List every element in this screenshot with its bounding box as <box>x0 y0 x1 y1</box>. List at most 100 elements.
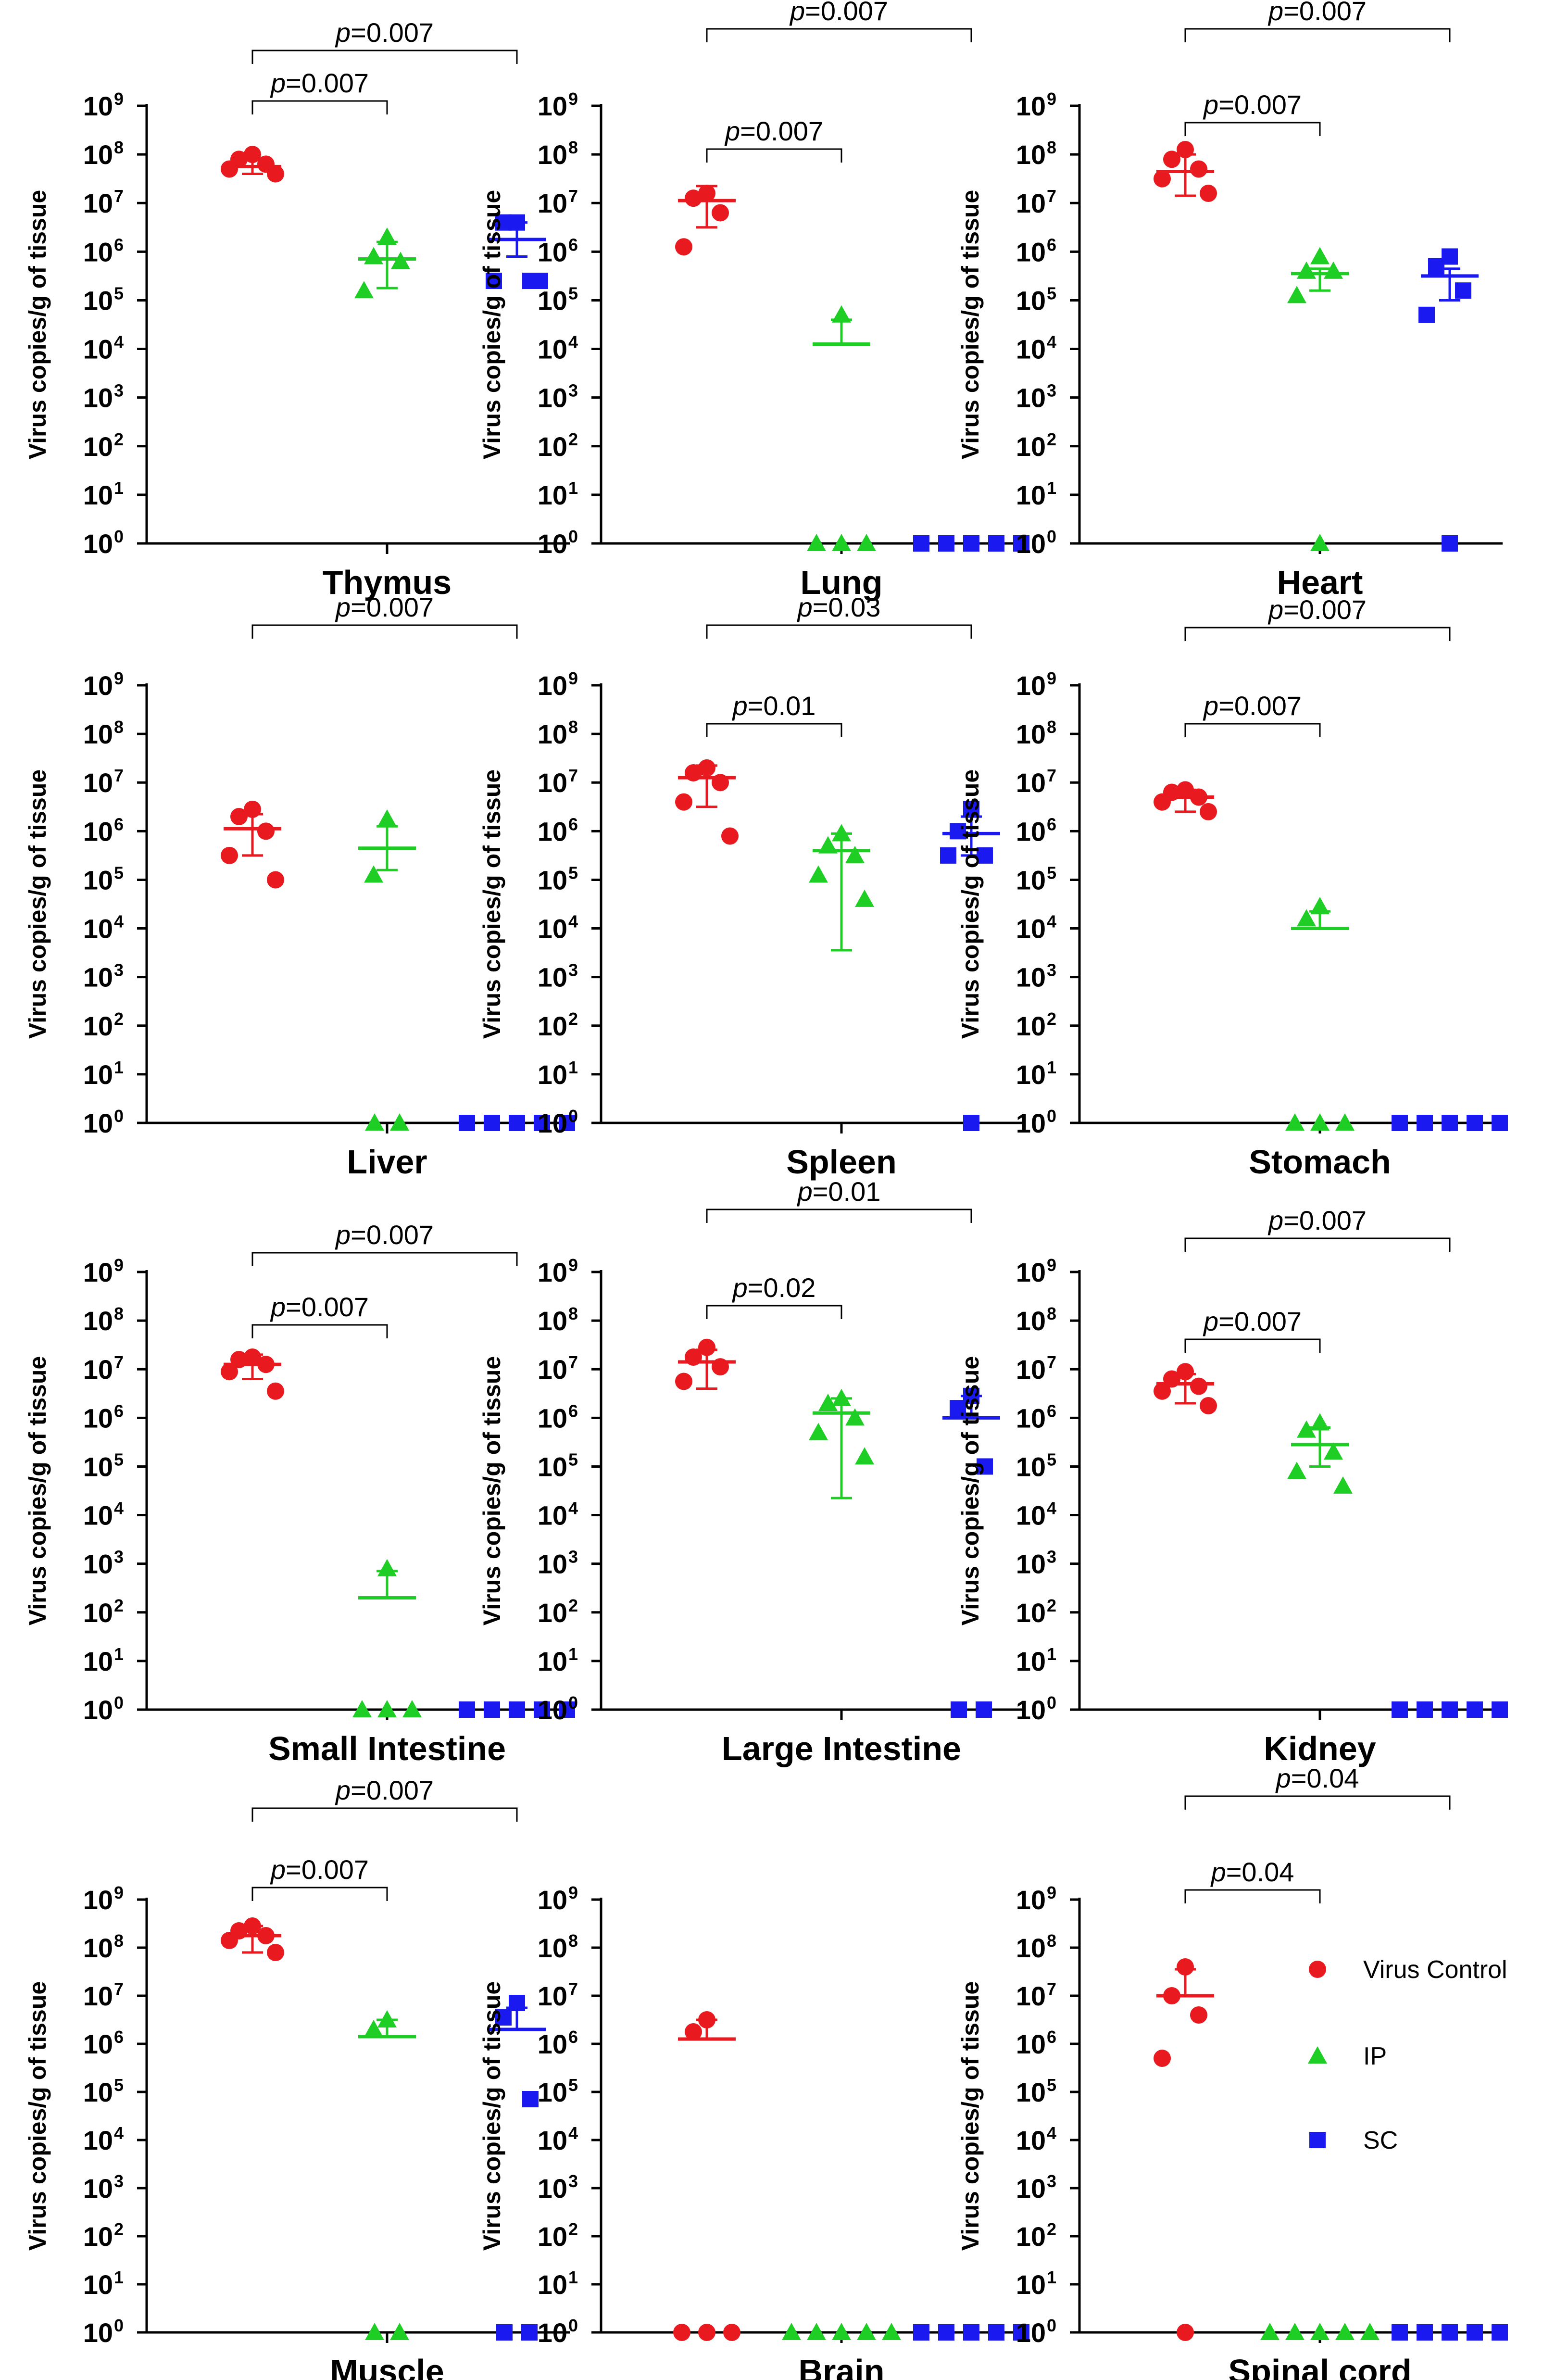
panel-thymus-sc-point <box>486 273 502 289</box>
panel-liver-y-tick-label: 10 <box>83 768 113 798</box>
panel-brain-y-tick-label: 10 <box>538 2029 567 2059</box>
panel-thymus-y-tick-label: 10 <box>83 285 113 315</box>
panel-kidney-virus-control-point <box>1177 1363 1194 1381</box>
panel-kidney-sc-point <box>1492 1701 1508 1718</box>
panel-liver-virus-control-point <box>257 822 275 840</box>
panel-large-intestine-sc-point <box>977 1458 993 1475</box>
panel-spinal-cord-ip-point <box>1310 2323 1330 2340</box>
panel-lung-p-text: =0.007 <box>740 116 823 146</box>
panel-muscle-y-tick-exponent: 4 <box>114 2123 124 2143</box>
panel-lung-y-tick-exponent: 2 <box>568 429 578 449</box>
panel-spinal-cord-ip-point <box>1260 2323 1280 2340</box>
panel-muscle-y-tick-label: 10 <box>83 2173 113 2204</box>
panel-stomach-y-tick-exponent: 2 <box>1047 1009 1056 1029</box>
panel-stomach-p-text: =0.007 <box>1283 594 1367 625</box>
panel-lung-y-tick-label: 10 <box>538 480 567 510</box>
panel-small-intestine-virus-control-point <box>267 1382 284 1400</box>
panel-thymus-y-tick-exponent: 2 <box>114 429 124 449</box>
panel-liver-comparison-bracket <box>251 624 518 639</box>
panel-large-intestine-x-title: Large Intestine <box>722 1730 961 1767</box>
panel-spinal-cord-p-text: =0.04 <box>1226 1857 1294 1887</box>
panel-muscle-ip-point <box>365 2323 384 2340</box>
panel-stomach-y-tick-label: 10 <box>1016 670 1046 701</box>
panel-heart-y-tick-exponent: 9 <box>1047 89 1056 109</box>
panel-spleen-y-tick-label: 10 <box>538 865 567 895</box>
panel-thymus-y-tick-label: 10 <box>83 237 113 267</box>
panel-liver-y-tick-exponent: 8 <box>114 717 124 737</box>
panel-brain-sc-point <box>913 2324 929 2341</box>
panel-brain-ip-point <box>832 2323 851 2340</box>
panel-kidney-sc-point <box>1467 1701 1483 1718</box>
panel-muscle-y-tick-exponent: 8 <box>114 1931 124 1951</box>
panel-stomach-y-tick-label: 10 <box>1016 962 1046 993</box>
panel-spinal-cord-sc-point <box>1492 2324 1508 2341</box>
panel-large-intestine-y-tick-label: 10 <box>538 1646 567 1676</box>
panel-liver-y-tick-exponent: 2 <box>114 1009 124 1029</box>
panel-liver-y-tick-label: 10 <box>83 1059 113 1090</box>
panel-stomach-sc-point <box>1417 1115 1433 1131</box>
panel-brain-sc-point <box>1013 2324 1029 2341</box>
panel-muscle-comparison-bracket <box>251 1887 388 1901</box>
panel-heart-x-title: Heart <box>1277 564 1363 601</box>
panel-small-intestine-sc-point <box>459 1701 475 1718</box>
panel-kidney-y-tick-label: 10 <box>1016 1403 1046 1433</box>
panel-small-intestine-y-tick-label: 10 <box>83 1354 113 1385</box>
panel-small-intestine-comparison-bracket <box>251 1252 518 1266</box>
panel-muscle-sc-point <box>521 2324 538 2341</box>
panel-small-intestine-y-tick-exponent: 5 <box>114 1449 124 1469</box>
panel-muscle-comparison-bracket <box>251 1807 518 1822</box>
panel-large-intestine-comparison-bracket <box>706 1305 842 1319</box>
panel-stomach-y-label: Virus copies/g of tissue <box>957 769 984 1039</box>
panel-spinal-cord-comparison-bracket <box>1184 1889 1321 1903</box>
panel-large-intestine-y-tick-label: 10 <box>538 1500 567 1531</box>
panel-stomach-y-tick-exponent: 0 <box>1047 1106 1056 1126</box>
panel-heart-comparison-bracket <box>1184 28 1451 42</box>
panel-muscle-p-text: =0.007 <box>351 1775 434 1805</box>
panel-spinal-cord-y-tick-exponent: 6 <box>1047 2027 1056 2047</box>
panel-spleen-p-text: =0.03 <box>813 592 881 622</box>
panel-stomach-y-tick-exponent: 8 <box>1047 717 1056 737</box>
panel-brain-y-tick-label: 10 <box>538 2077 567 2107</box>
panel-stomach-sc-point <box>1467 1115 1483 1131</box>
panel-kidney-p-text: =0.007 <box>1283 1205 1367 1235</box>
panel-thymus-y-tick-label: 10 <box>83 383 113 413</box>
panel-muscle-y-tick-exponent: 7 <box>114 1979 124 1999</box>
panel-large-intestine-y-tick-label: 10 <box>538 1549 567 1579</box>
panel-stomach-sc-point <box>1492 1115 1508 1131</box>
panel-stomach-sc-point <box>1442 1115 1458 1131</box>
panel-spleen-y-tick-exponent: 6 <box>568 814 578 834</box>
panel-brain-virus-control-point <box>698 2324 715 2341</box>
panel-stomach-virus-control-point <box>1177 781 1194 799</box>
panel-lung-sc-point <box>963 535 979 552</box>
panel-thymus-y-tick-exponent: 9 <box>114 89 124 109</box>
panel-kidney-y-tick-exponent: 6 <box>1047 1401 1056 1421</box>
panel-stomach-ip-point <box>1310 1113 1330 1131</box>
panel-spinal-cord-y-tick-label: 10 <box>1016 2125 1046 2155</box>
panel-small-intestine-y-tick-exponent: 6 <box>114 1401 124 1421</box>
panel-heart-y-tick-label: 10 <box>1016 334 1046 365</box>
panel-heart-y-tick-label: 10 <box>1016 237 1046 267</box>
panel-stomach-y-tick-label: 10 <box>1016 1059 1046 1090</box>
panel-lung-y-tick-exponent: 9 <box>568 89 578 109</box>
panel-kidney-y-tick-exponent: 1 <box>1047 1644 1056 1664</box>
panel-lung-virus-control-point <box>685 189 702 207</box>
panel-heart-virus-control-point <box>1177 141 1194 158</box>
panel-thymus-y-tick-label: 10 <box>83 91 113 121</box>
panel-liver-y-tick-exponent: 4 <box>114 912 124 932</box>
panel-brain-y-tick-exponent: 9 <box>568 1883 578 1902</box>
panel-liver-y-tick-label: 10 <box>83 962 113 993</box>
panel-small-intestine-ip-point <box>377 1559 397 1576</box>
panel-large-intestine-ip-point <box>832 1388 851 1406</box>
panel-lung-y-tick-exponent: 0 <box>568 527 578 546</box>
panel-small-intestine-y-tick-label: 10 <box>83 1598 113 1628</box>
panel-spleen-ip-point <box>832 824 851 842</box>
panel-stomach-y-tick-exponent: 9 <box>1047 668 1056 688</box>
panel-kidney-y-tick-exponent: 9 <box>1047 1255 1056 1275</box>
panel-lung-virus-control-point <box>675 238 692 256</box>
panel-lung-y-tick-label: 10 <box>538 383 567 413</box>
panel-lung-y-label: Virus copies/g of tissue <box>478 190 505 459</box>
panel-muscle-ip-point <box>364 2020 383 2037</box>
